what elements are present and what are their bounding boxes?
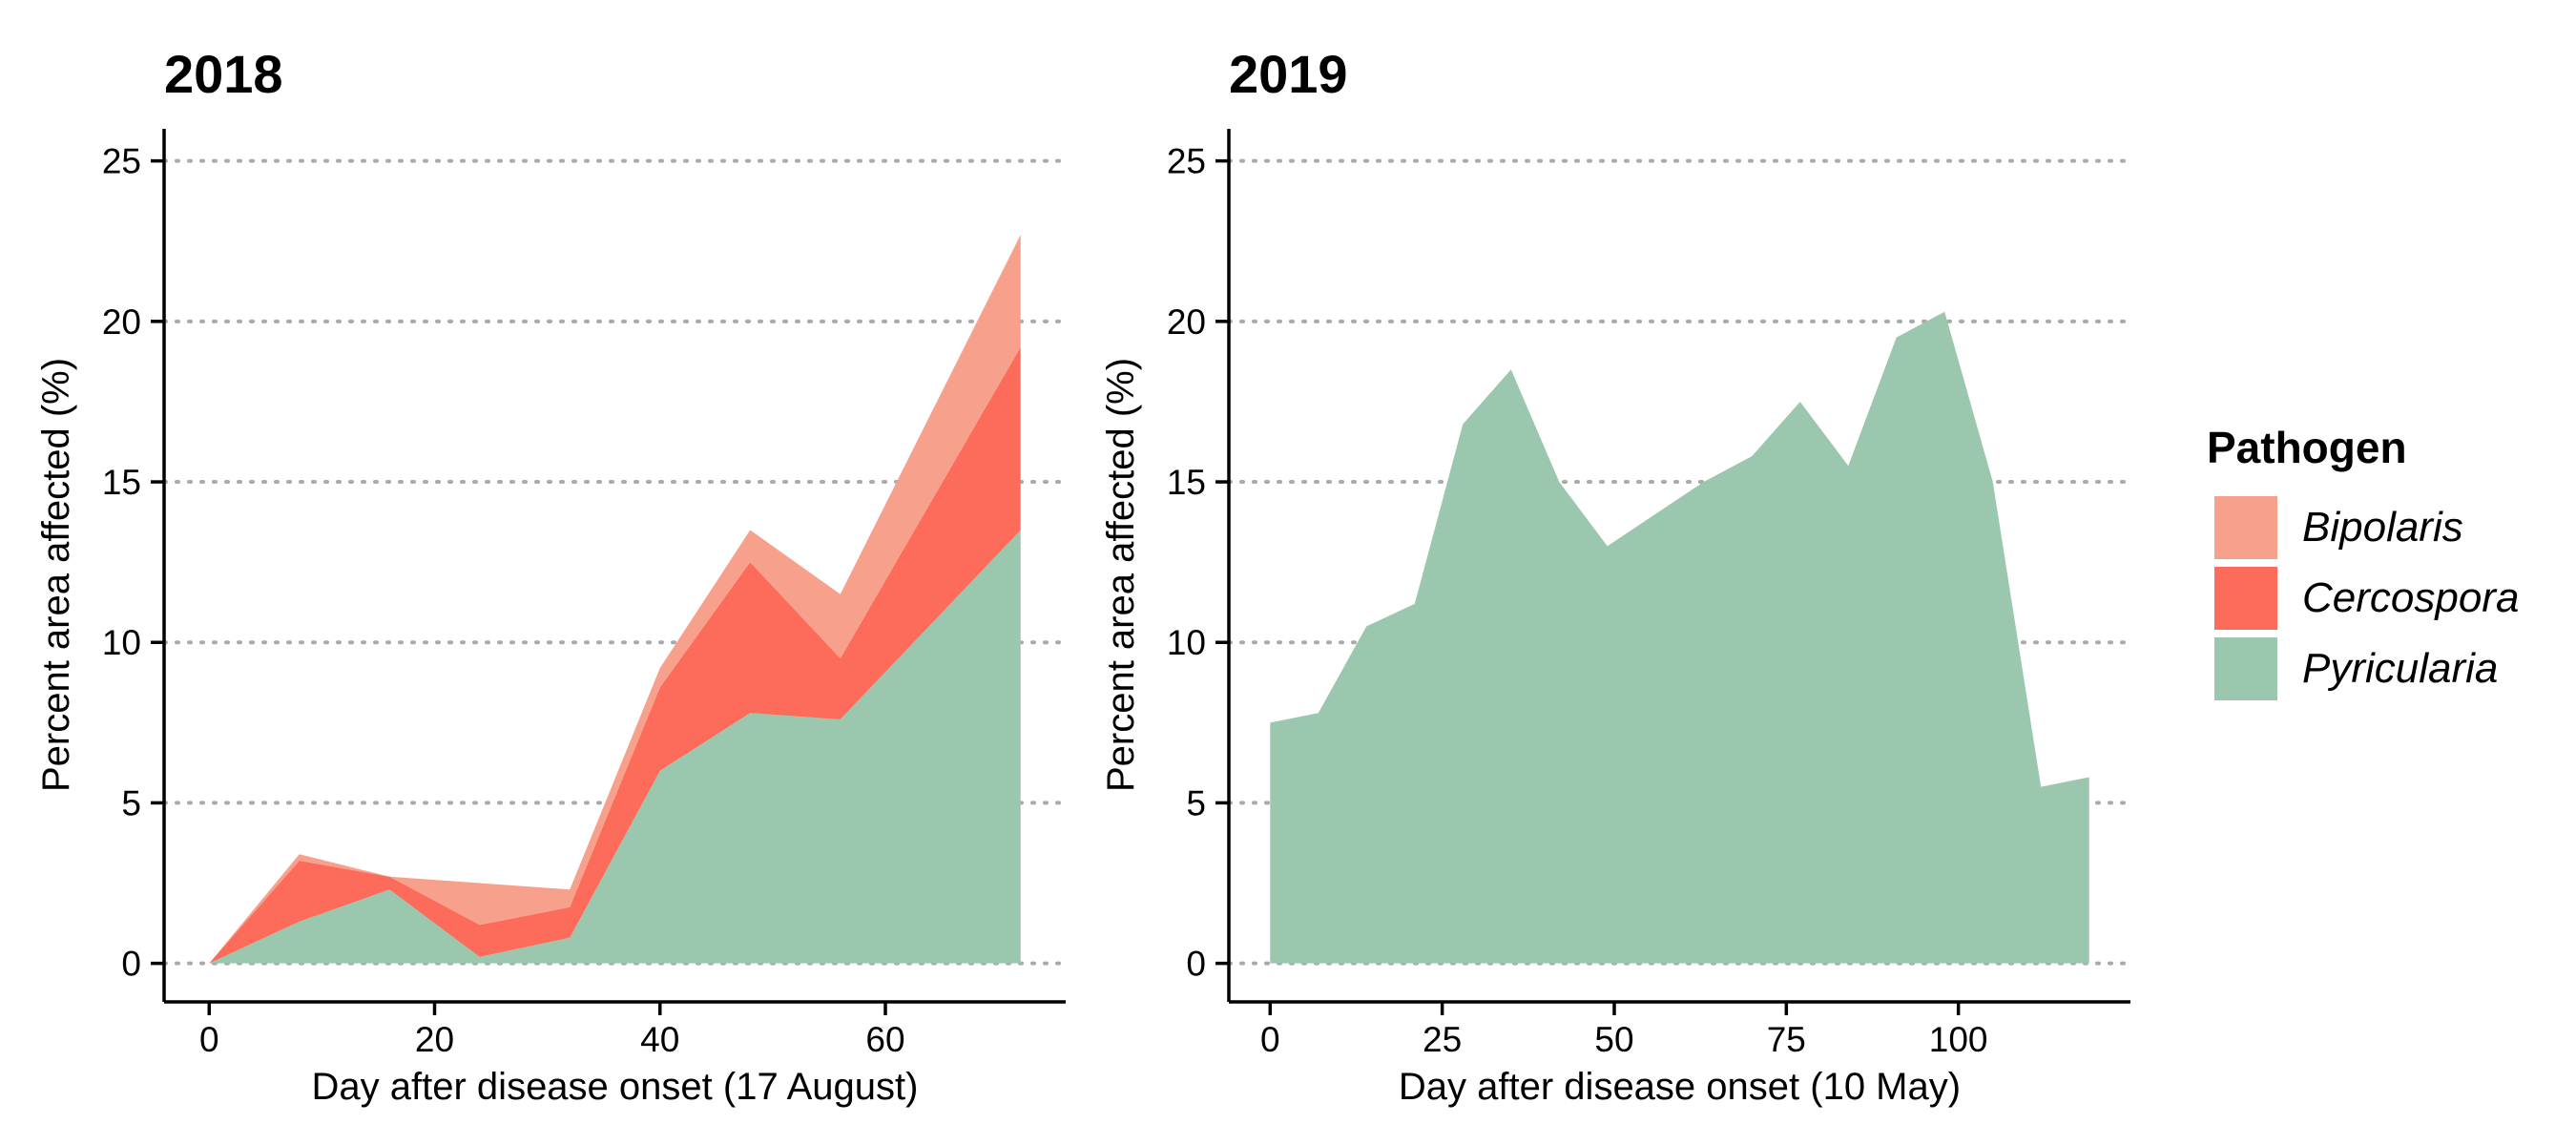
legend: Pathogen Bipolaris Cercospora Pyricularia: [2207, 423, 2519, 700]
x-tick-label: 50: [1594, 1020, 1633, 1059]
legend-item-pyricularia: Pyricularia: [2214, 637, 2498, 700]
x-tick-label: 75: [1767, 1020, 1806, 1059]
x-tick-label: 0: [199, 1020, 219, 1059]
legend-label: Cercospora: [2302, 574, 2519, 621]
y-tick-label: 0: [1186, 945, 1206, 984]
y-tick-label: 15: [102, 463, 141, 502]
area-pyricularia: [209, 530, 1021, 964]
x-tick-label: 0: [1260, 1020, 1280, 1059]
area-cercospora: [209, 346, 1021, 964]
x-tick-label: 40: [640, 1020, 679, 1059]
y-axis-title: Percent area affected (%): [35, 358, 77, 792]
area-bipolaris: [209, 235, 1021, 964]
x-tick-label: 20: [415, 1020, 454, 1059]
x-tick-label: 60: [865, 1020, 904, 1059]
legend-label: Pyricularia: [2302, 645, 2498, 692]
area-pyricularia: [1270, 311, 2089, 964]
chart-panels: 2018 0 5 10 15 20 25 0 20 40 60 Day after disease o…: [35, 44, 2132, 1108]
y-axis-title: Percent area affected (%): [1100, 358, 1142, 792]
y-tick-label: 15: [1167, 463, 1206, 502]
chart-title: 2018: [164, 44, 283, 104]
x-tick-label: 100: [1929, 1020, 1988, 1059]
y-tick-label: 25: [1167, 142, 1206, 181]
legend-label: Bipolaris: [2302, 504, 2463, 551]
y-tick-label: 0: [121, 945, 141, 984]
chart-title: 2019: [1229, 44, 1348, 104]
chart-panel-2018: 2018 0 5 10 15 20 25 0 20 40 60 Day after disease o…: [35, 44, 1068, 1108]
y-tick-label: 10: [1167, 623, 1206, 662]
x-axis-title: Day after disease onset (17 August): [312, 1066, 919, 1108]
legend-item-bipolaris: Bipolaris: [2214, 496, 2463, 559]
y-tick-label: 5: [121, 783, 141, 822]
legend-title: Pathogen: [2207, 423, 2407, 472]
x-tick-label: 25: [1423, 1020, 1462, 1059]
x-axis-title: Day after disease onset (10 May): [1399, 1066, 1961, 1108]
y-tick-label: 10: [102, 623, 141, 662]
legend-item-cercospora: Cercospora: [2214, 567, 2519, 630]
chart-panel-2019: 2019 0 5 10 15 20 25 0 25 50 75 100 Day after diseas…: [1100, 44, 2132, 1108]
legend-items: Bipolaris Cercospora Pyricularia: [2214, 496, 2519, 700]
y-tick-label: 25: [102, 142, 141, 181]
legend-swatch: [2214, 637, 2277, 700]
y-tick-label: 20: [102, 302, 141, 342]
y-tick-label: 20: [1167, 302, 1206, 342]
legend-swatch: [2214, 567, 2277, 630]
legend-swatch: [2214, 496, 2277, 559]
y-tick-label: 5: [1186, 783, 1206, 822]
